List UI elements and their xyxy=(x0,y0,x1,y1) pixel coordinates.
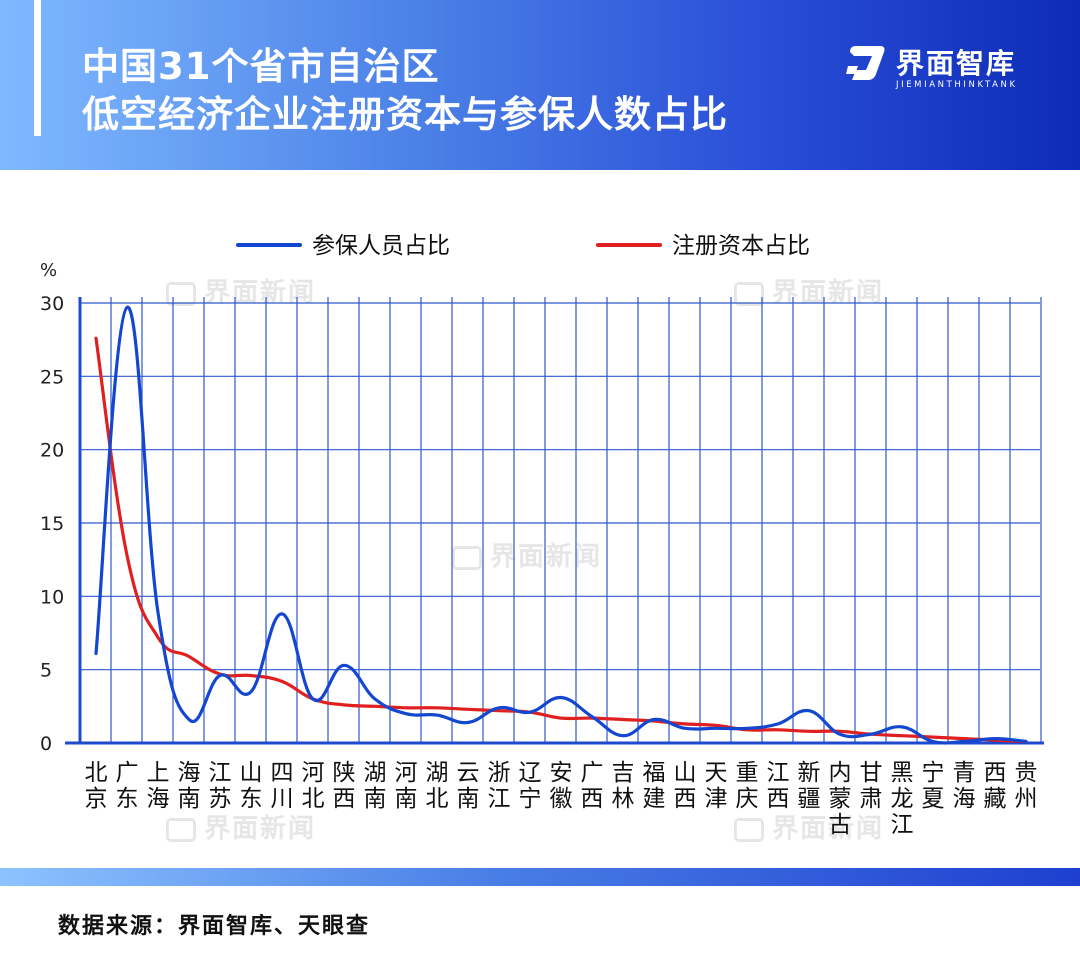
x-tick-label: 西 xyxy=(581,786,604,812)
legend-label: 注册资本占比 xyxy=(672,233,810,259)
header-banner: 中国31个省市自治区 低空经济企业注册资本与参保人数占比 界面智库 JIEMIA… xyxy=(0,0,1080,170)
x-tick-label: 贵 xyxy=(1015,760,1038,786)
x-tick-label: 吉 xyxy=(612,760,635,786)
x-tick-label: 安 xyxy=(550,760,573,786)
x-tick-label: 河 xyxy=(302,760,325,786)
x-tick-label: 南 xyxy=(457,786,480,812)
x-tick-label: 江 xyxy=(209,760,232,786)
x-tick-label: 州 xyxy=(1015,786,1038,812)
y-axis-label: % xyxy=(40,260,57,281)
x-tick-label: 新 xyxy=(798,760,821,786)
x-tick-label: 西 xyxy=(333,786,356,812)
y-tick-label: 0 xyxy=(40,733,52,755)
y-tick-label: 30 xyxy=(40,293,64,315)
chart-grid xyxy=(79,297,1042,743)
x-tick-label: 宁 xyxy=(922,760,945,786)
x-tick-label: 浙 xyxy=(488,760,511,786)
chart-series xyxy=(94,305,1028,745)
x-tick-label: 河 xyxy=(395,760,418,786)
x-tick-label: 西 xyxy=(984,760,1007,786)
x-tick-label: 庆 xyxy=(736,786,759,812)
x-tick-label: 黑 xyxy=(891,760,914,786)
brand-subtitle: JIEMIANTHINKTANK xyxy=(896,80,1018,90)
x-tick-label: 广 xyxy=(116,760,139,786)
x-tick-label: 林 xyxy=(612,786,635,812)
chart-legend: 参保人员占比 注册资本占比 xyxy=(236,233,810,259)
x-tick-label: 津 xyxy=(705,786,728,812)
y-tick-label: 5 xyxy=(40,660,52,682)
x-tick-label: 蒙 xyxy=(829,786,852,812)
x-tick-label: 福 xyxy=(643,760,666,786)
x-tick-label: 天 xyxy=(705,760,728,786)
y-tick-label: 10 xyxy=(40,586,64,608)
x-tick-label: 内 xyxy=(829,760,852,786)
x-tick-label: 四 xyxy=(271,760,294,786)
x-tick-label: 山 xyxy=(240,760,263,786)
x-tick-label: 古 xyxy=(829,812,852,838)
x-tick-label: 东 xyxy=(240,786,263,812)
x-tick-label: 藏 xyxy=(984,786,1007,812)
x-tick-label: 建 xyxy=(643,786,666,812)
x-tick-label: 龙 xyxy=(891,786,914,812)
page-title-line1: 中国31个省市自治区 xyxy=(82,45,440,88)
x-tick-label: 南 xyxy=(178,786,201,812)
header-accent-bar xyxy=(34,0,41,136)
x-tick-label: 南 xyxy=(364,786,387,812)
y-axis-ticks: 0 5 10 15 20 25 30 xyxy=(40,293,64,755)
chart-axes xyxy=(65,297,1044,745)
series-line-insured xyxy=(94,305,1028,745)
x-tick-label: 肃 xyxy=(860,786,883,812)
footer-bar xyxy=(0,868,1080,886)
x-tick-label: 宁 xyxy=(519,786,542,812)
x-tick-label: 云 xyxy=(457,760,480,786)
data-source: 数据来源：界面智库、天眼查 xyxy=(58,914,371,939)
page-title-line2: 低空经济企业注册资本与参保人数占比 xyxy=(82,93,728,136)
x-tick-label: 重 xyxy=(736,760,759,786)
x-tick-label: 北 xyxy=(302,786,325,812)
x-tick-label: 江 xyxy=(891,812,914,838)
x-tick-label: 陕 xyxy=(333,760,356,786)
x-tick-label: 上 xyxy=(147,760,170,786)
x-tick-label: 东 xyxy=(116,786,139,812)
x-tick-label: 湖 xyxy=(426,760,449,786)
x-tick-label: 甘 xyxy=(860,760,883,786)
y-tick-label: 15 xyxy=(40,513,64,535)
x-tick-label: 江 xyxy=(767,760,790,786)
brand-name: 界面智库 xyxy=(896,47,1017,80)
x-tick-label: 海 xyxy=(147,786,170,812)
x-tick-label: 京 xyxy=(85,786,108,812)
x-tick-label: 西 xyxy=(674,786,697,812)
x-tick-label: 南 xyxy=(395,786,418,812)
x-tick-label: 北 xyxy=(426,786,449,812)
x-tick-label: 夏 xyxy=(922,786,945,812)
y-tick-label: 25 xyxy=(40,366,64,388)
x-tick-label: 广 xyxy=(581,760,604,786)
x-tick-label: 疆 xyxy=(798,786,821,812)
x-tick-label: 西 xyxy=(767,786,790,812)
x-tick-label: 湖 xyxy=(364,760,387,786)
x-tick-label: 青 xyxy=(953,760,976,786)
x-tick-label: 海 xyxy=(178,760,201,786)
legend-label: 参保人员占比 xyxy=(312,233,450,259)
x-tick-label: 海 xyxy=(953,786,976,812)
y-tick-label: 20 xyxy=(40,440,64,462)
x-tick-label: 徽 xyxy=(550,786,573,812)
x-tick-label: 北 xyxy=(85,760,108,786)
x-tick-label: 辽 xyxy=(519,760,542,786)
x-tick-label: 川 xyxy=(271,786,294,812)
brand-logo-icon xyxy=(846,46,885,80)
x-tick-label: 山 xyxy=(674,760,697,786)
x-tick-label: 苏 xyxy=(209,786,232,812)
x-tick-label: 江 xyxy=(488,786,511,812)
x-axis-ticks: 北京广东上海海南江苏山东四川河北陕西湖南河南湖北云南浙江辽宁安徽广西吉林福建山西… xyxy=(85,760,1038,838)
